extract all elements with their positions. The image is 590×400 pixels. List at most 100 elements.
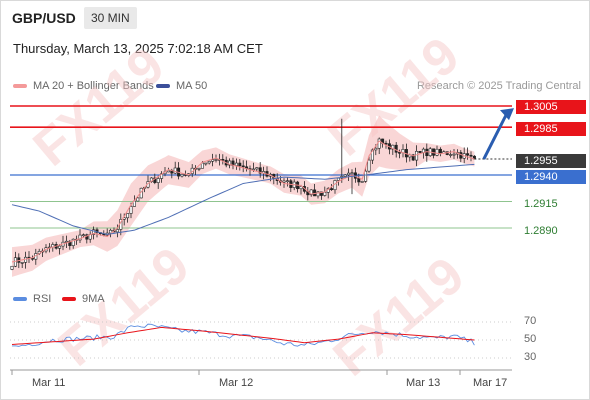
candle [391,144,395,155]
candle-body [398,151,402,154]
candle-body [153,177,157,183]
candle-body [251,168,255,171]
timestamp: Thursday, March 13, 2025 7:02:18 AM CET [13,41,263,56]
watermark-text-4: FX119 [323,246,475,387]
legend-ma50-label: MA 50 [176,80,208,92]
candle-body [197,167,201,170]
candle [126,213,130,223]
candle-body [13,257,17,267]
candle-body [370,149,374,161]
level-lines [10,105,512,229]
legend-rsi-ma: 9MA [62,293,105,305]
candle-body [364,170,368,182]
candle-body [435,148,439,156]
candle-body [258,167,262,174]
candle-body [180,174,184,177]
rsi-line [11,323,475,347]
candle-body [360,181,364,183]
candle [234,158,238,170]
research-credit: Research © 2025 Trading Central [416,80,581,92]
resistance-label-1: 1.3005 [516,100,586,114]
candle-body [319,191,323,196]
candle-body [64,240,68,243]
candle-body [136,197,140,202]
candle-body [211,159,215,162]
x-tick-mar11: Mar 11 [32,377,66,389]
candle-body [10,265,14,270]
candle [418,150,422,154]
candle [435,145,439,157]
legend-bollinger-label: MA 20 + Bollinger Bands [33,80,154,92]
support-label-2: 1.2890 [524,225,558,237]
candle [78,229,82,244]
current-price-label: 1.2955 [516,154,586,168]
candle [319,191,323,200]
forecast-arrow [482,108,514,160]
candle-body [156,178,160,183]
candle-body [374,147,378,151]
candle-body [323,192,327,196]
candle-body [282,180,286,183]
candle [411,153,415,161]
candle [115,224,119,238]
candle-body [166,170,170,173]
legend-bollinger: MA 20 + Bollinger Bands [13,80,154,92]
candle-body [71,238,75,246]
candle [58,244,62,255]
candle [180,173,184,178]
candle-body [449,154,453,156]
candle-body [384,142,388,145]
moving-averages [11,140,475,263]
candle-body [336,177,340,181]
timeframe-badge[interactable]: 30 MIN [84,7,137,29]
candle [309,189,313,197]
rsi-swatch-icon [13,297,27,301]
rsi-tick-30: 30 [524,351,537,363]
rsi-panel [10,321,512,359]
candle [241,160,245,173]
candle [347,168,351,181]
candle-body [469,154,473,157]
candle [64,235,68,249]
candle [299,184,303,195]
candle [156,175,160,189]
candle-body [255,167,259,170]
candle-body [92,229,96,235]
candle [445,151,449,156]
candle-body [316,191,320,197]
candle-body [343,174,347,177]
x-tick-mar12: Mar 12 [219,377,254,389]
candle-body [115,229,119,233]
candle [469,151,473,162]
candle-body [68,240,72,246]
candle-body [238,162,242,167]
candle-body [204,162,208,165]
candle-body [438,148,442,154]
watermark-text-1: FX119 [23,36,175,177]
pivot-label: 1.2940 [516,170,586,184]
rsi-tick-70: 70 [524,315,537,327]
candle-body [309,189,313,196]
candle [136,197,140,202]
candle-body [228,160,232,166]
legend-rsi-label: RSI [33,293,52,305]
legend-rsi: RSI [13,293,51,305]
candle [204,162,208,166]
candle [316,191,320,199]
candle-body [357,178,361,183]
candle-body [126,213,130,219]
candle [438,147,442,157]
candle-body [452,153,456,156]
candle-body [78,234,82,241]
x-tick-mar17: Mar 17 [473,377,508,389]
candle-body [415,151,419,161]
candle-body [394,144,398,153]
resistance-label-2: 1.2985 [516,122,586,136]
candle-body [241,165,245,168]
candle-body [347,172,351,176]
candle-body [411,154,415,161]
candle-body [173,167,177,174]
candle-body [350,172,354,175]
